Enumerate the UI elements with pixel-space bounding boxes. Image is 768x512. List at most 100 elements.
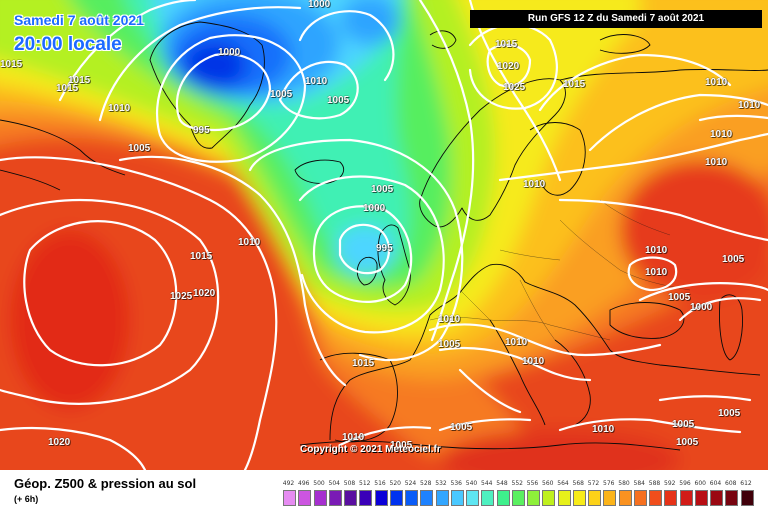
isobar-label: 995 <box>376 243 393 254</box>
isobar-label: 1005 <box>270 89 293 100</box>
scale-swatch <box>344 490 357 506</box>
copyright-text: Copyright © 2021 Meteociel.fr <box>300 444 441 455</box>
scale-tick-label: 608 <box>725 480 737 487</box>
isobar-label: 1010 <box>645 267 668 278</box>
isobar-label: 1000 <box>690 302 713 313</box>
scale-swatch <box>389 490 403 506</box>
isobar-label: 1010 <box>705 77 728 88</box>
run-info-box: Run GFS 12 Z du Samedi 7 août 2021 <box>470 10 762 28</box>
scale-swatch <box>633 490 647 506</box>
scale-tick-label: 580 <box>618 480 630 487</box>
isobar-label: 1005 <box>672 419 695 430</box>
scale-swatch <box>481 490 495 506</box>
scale-tick-label: 596 <box>679 480 691 487</box>
scale-swatch <box>710 490 723 506</box>
scale-tick-label: 516 <box>374 480 386 487</box>
scale-tick-label: 492 <box>282 480 295 487</box>
isobar-label: 1010 <box>645 245 668 256</box>
isobar-label: 1015 <box>495 39 518 50</box>
scale-swatch <box>725 490 739 506</box>
scale-swatch <box>618 490 632 506</box>
isobar-label: 1015 <box>68 75 91 86</box>
scale-tick-label: 612 <box>740 480 752 487</box>
isobar-label: 1025 <box>503 82 526 93</box>
scale-tick-label: 540 <box>465 480 478 487</box>
scale-tick-label: 536 <box>450 480 462 487</box>
borders <box>429 199 691 341</box>
isobar-label: 995 <box>193 125 210 136</box>
scale-swatch <box>328 490 342 506</box>
isobar-label: 1010 <box>505 337 528 348</box>
color-scale: 492 496 500 504 508 512 516 520 524 528 532 536 540 5… <box>282 480 756 506</box>
scale-swatch <box>405 490 418 506</box>
scale-swatch <box>435 490 449 506</box>
scale-tick-label: 524 <box>404 480 417 487</box>
isobar-label: 1010 <box>438 314 461 325</box>
scale-tick-label: 528 <box>420 480 432 487</box>
scale-swatch <box>694 490 708 506</box>
scale-tick-label: 548 <box>496 480 508 487</box>
scale-swatch <box>542 490 556 506</box>
scale-tick-label: 496 <box>298 480 310 487</box>
scale-tick-label: 568 <box>572 480 584 487</box>
scale-tick-label: 512 <box>359 480 371 487</box>
scale-tick-label: 584 <box>633 480 645 487</box>
isobar-label: 1015 <box>0 59 23 70</box>
isobar-label: 1010 <box>523 179 546 190</box>
scale-tick-label: 552 <box>511 480 523 487</box>
scale-swatch <box>450 490 464 506</box>
scale-tick-label: 576 <box>603 480 615 487</box>
scale-tick-label: 564 <box>557 480 569 487</box>
isobar-label: 1005 <box>128 143 151 154</box>
isobar-label: 1015 <box>352 358 375 369</box>
product-title: Géop. Z500 & pression au sol <box>14 476 197 491</box>
isobar-label: 1010 <box>592 424 615 435</box>
scale-tick-label: 604 <box>709 480 722 487</box>
isobar-label: 1010 <box>342 432 365 443</box>
scale-tick-label: 504 <box>328 480 340 487</box>
map-graphics <box>0 0 768 470</box>
isobar-label: 1005 <box>390 440 413 451</box>
scale-tick-label: 588 <box>648 480 661 487</box>
coastlines-sharp <box>0 21 768 451</box>
scale-swatch <box>603 490 617 506</box>
scale-tick-label: 508 <box>343 480 356 487</box>
scale-swatch <box>420 490 434 506</box>
isobar-label: 1005 <box>438 339 461 350</box>
scale-swatch <box>298 490 312 506</box>
isobar-label: 1025 <box>170 291 193 302</box>
valid-date: Samedi 7 août 2021 <box>14 12 144 28</box>
scale-tick-label: 600 <box>694 480 706 487</box>
isobar-label: 1010 <box>705 157 728 168</box>
isobars <box>0 0 768 470</box>
isobar-label: 1005 <box>450 422 473 433</box>
scale-swatch <box>496 490 510 506</box>
isobar-label: 1010 <box>710 129 733 140</box>
isobar-label: 1005 <box>371 184 394 195</box>
isobar-label: 1005 <box>668 292 691 303</box>
scale-swatch <box>557 490 571 506</box>
isobar-label: 1015 <box>190 251 213 262</box>
weather-map: 1000 1015 1015 1015 1010 1000 1005 1010 1005 995 1… <box>0 0 768 470</box>
scale-swatch <box>740 490 754 506</box>
isobar-label: 1010 <box>738 100 761 111</box>
isobar-label: 1010 <box>108 103 131 114</box>
scale-tick-label: 520 <box>389 480 401 487</box>
isobar-label: 1020 <box>193 288 216 299</box>
isobar-label: 1015 <box>56 83 79 94</box>
scale-swatch <box>679 490 693 506</box>
scale-swatch <box>649 490 662 506</box>
scale-tick-label: 556 <box>526 480 539 487</box>
isobar-label: 1005 <box>722 254 745 265</box>
isobar-label: 1005 <box>718 408 741 419</box>
scale-tick-label: 560 <box>542 480 554 487</box>
scale-swatch <box>572 490 586 506</box>
scale-tick-label: 500 <box>313 480 325 487</box>
isobar-label: 1010 <box>522 356 545 367</box>
isobar-label: 1005 <box>676 437 699 448</box>
scale-tick-label: 544 <box>481 480 493 487</box>
scale-swatch <box>313 490 327 506</box>
scale-swatch <box>527 490 540 506</box>
footer-bar: Géop. Z500 & pression au sol (+ 6h) 492 4… <box>0 470 768 512</box>
